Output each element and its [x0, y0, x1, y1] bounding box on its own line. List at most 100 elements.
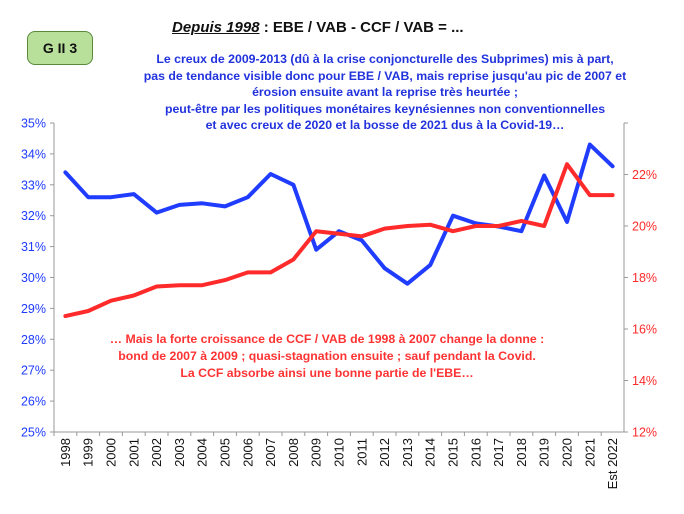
- x-tick-label: 2009: [309, 438, 324, 467]
- left-tick-label: 28%: [21, 333, 46, 347]
- ccf-point: [428, 223, 432, 227]
- x-tick-label: 2004: [195, 438, 210, 467]
- x-tick-label: 2003: [172, 438, 187, 467]
- right-tick-label: 14%: [632, 374, 657, 388]
- x-tick-label: 2000: [104, 438, 119, 467]
- series-lines: [63, 142, 615, 319]
- figure-badge: G II 3: [27, 31, 93, 65]
- chart-title: Depuis 1998 : EBE / VAB - CCF / VAB = ..…: [172, 19, 464, 36]
- ccf-point: [611, 193, 615, 197]
- left-tick-label: 34%: [21, 147, 46, 161]
- x-tick-label: 1998: [58, 438, 73, 467]
- ccf-point: [405, 224, 409, 228]
- ebe-point: [519, 229, 524, 233]
- ebe-point: [611, 164, 615, 168]
- left-tick-label: 27%: [21, 364, 46, 378]
- ebe-point: [132, 192, 136, 196]
- ccf-point: [223, 278, 227, 282]
- ebe-point: [269, 172, 273, 176]
- left-tick-label: 33%: [21, 178, 46, 192]
- ccf-point: [337, 232, 341, 236]
- ccf-point: [246, 270, 250, 274]
- x-tick-label: 2011: [354, 438, 369, 466]
- axes: [50, 122, 628, 436]
- x-tick-label: 2019: [537, 438, 552, 467]
- x-tick-label: 2014: [423, 438, 438, 467]
- ccf-point: [383, 226, 387, 231]
- x-tick-label: 2020: [560, 438, 575, 467]
- ccf-point: [588, 193, 592, 197]
- ccf-point: [200, 283, 204, 287]
- ebe-point: [565, 220, 569, 224]
- right-tick-label: 12%: [632, 426, 657, 440]
- left-tick-label: 30%: [21, 271, 46, 285]
- tick-labels: 25% 26% 27% 28% 29% 30% 31% 32% 33% 34% 35% 12% 14% 1…: [21, 117, 657, 490]
- left-tick-label: 29%: [21, 302, 46, 316]
- ccf-point: [132, 293, 136, 298]
- ccf-point: [291, 257, 295, 262]
- ebe-point: [155, 211, 159, 215]
- x-tick-label: Est 2022: [605, 438, 620, 489]
- annotation-ccf: … Mais la forte croissance de CCF / VAB …: [92, 331, 562, 382]
- x-tick-label: 2015: [446, 438, 461, 467]
- ebe-point: [383, 266, 387, 270]
- annotation-ebe-line: pas de tendance visible donc pour EBE / …: [143, 68, 627, 83]
- ebe-point: [542, 173, 546, 178]
- x-tick-label: 2005: [218, 438, 233, 467]
- ccf-point: [542, 224, 546, 228]
- x-tick-label: 1999: [81, 438, 96, 467]
- ccf-point: [474, 224, 478, 228]
- x-tick-label: 2007: [263, 438, 278, 467]
- annotation-ebe-line: et avec creux de 2020 et la bosse de 202…: [205, 118, 565, 132]
- left-tick-label: 26%: [21, 395, 46, 409]
- ebe-point: [63, 170, 67, 175]
- ebe-point: [314, 248, 318, 252]
- ccf-point: [63, 314, 67, 318]
- ccf-point: [155, 284, 159, 289]
- left-tick-label: 35%: [21, 117, 46, 131]
- x-tick-label: 2002: [149, 438, 164, 467]
- left-tick-label: 31%: [21, 240, 46, 254]
- x-tick-label: 2021: [582, 438, 597, 467]
- annotation-ebe-line: peut-être par les politiques monétaires …: [164, 101, 606, 116]
- ccf-point: [109, 299, 113, 303]
- x-tick-label: 2017: [491, 438, 506, 467]
- right-tick-label: 22%: [632, 168, 657, 182]
- ccf-point: [314, 229, 318, 233]
- ccf-point: [360, 234, 364, 238]
- title-period: Depuis 1998: [172, 19, 260, 36]
- x-tick-label: 2016: [468, 438, 483, 467]
- ccf-point: [565, 162, 569, 166]
- x-tick-label: 2013: [400, 438, 415, 467]
- annotation-ccf-line: … Mais la forte croissance de CCF / VAB …: [109, 332, 545, 346]
- ebe-point: [200, 201, 204, 205]
- right-tick-label: 20%: [632, 220, 657, 234]
- annotation-ebe-line: Le creux de 2009-2013 (dû à la crise con…: [156, 52, 614, 66]
- annotation-ccf-line: La CCF absorbe ainsi une bonne partie de…: [180, 366, 474, 380]
- ebe-point: [223, 204, 227, 209]
- x-tick-label: 2010: [332, 438, 347, 467]
- annotation-ebe: Le creux de 2009-2013 (dû à la crise con…: [120, 51, 650, 134]
- ebe-point: [246, 195, 250, 199]
- x-tick-label: 2006: [240, 438, 255, 467]
- annotation-ebe-line: érosion ensuite avant la reprise très he…: [252, 85, 518, 99]
- ccf-point: [497, 224, 501, 228]
- left-tick-label: 32%: [21, 209, 46, 223]
- ebe-point: [405, 282, 409, 286]
- ccf-point: [86, 309, 90, 313]
- x-tick-label: 2001: [126, 438, 141, 467]
- ccf-point: [519, 219, 524, 223]
- x-tick-label: 2012: [377, 438, 392, 467]
- x-tick-label: 2008: [286, 438, 301, 467]
- x-tick-label: 2018: [514, 438, 529, 467]
- ebe-point: [360, 238, 364, 243]
- ebe-series-line: [63, 142, 615, 286]
- ebe-point: [177, 203, 181, 207]
- ccf-point: [177, 283, 181, 287]
- ebe-point: [109, 195, 113, 199]
- annotation-ccf-line: bond de 2007 à 2009 ; quasi-stagnation e…: [118, 349, 536, 363]
- ebe-point: [86, 195, 90, 199]
- ebe-point: [428, 263, 432, 267]
- ccf-point: [269, 270, 273, 274]
